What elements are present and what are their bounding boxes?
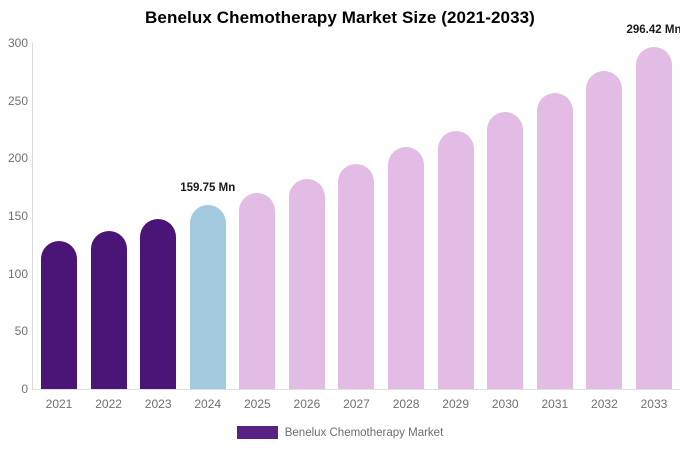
y-axis-line — [32, 43, 33, 390]
annotation-2024: 159.75 Mn — [180, 181, 236, 194]
x-label-2031: 2031 — [541, 397, 569, 411]
bar-2023[interactable] — [140, 218, 177, 389]
bar-2027[interactable] — [338, 164, 375, 389]
x-label-2029: 2029 — [442, 397, 469, 411]
x-label-2025: 2025 — [243, 397, 271, 411]
y-tick-label-100: 100 — [7, 266, 28, 281]
bar-2025[interactable] — [239, 192, 276, 389]
y-tick-label-50: 50 — [14, 324, 28, 339]
bar-2030[interactable] — [487, 112, 524, 389]
bar-2032[interactable] — [586, 71, 623, 389]
x-label-2033: 2033 — [640, 397, 668, 411]
legend-swatch — [236, 426, 278, 439]
bar-2021[interactable] — [41, 241, 77, 389]
bar-2033[interactable] — [635, 47, 672, 389]
annotation-2033: 296.42 Mn — [626, 24, 680, 37]
x-label-2032: 2032 — [591, 397, 618, 411]
y-tick-label-0: 0 — [21, 382, 28, 396]
bar-2031[interactable] — [536, 92, 573, 389]
y-tick-label-300: 300 — [7, 36, 28, 50]
bar-2024[interactable] — [189, 204, 226, 389]
y-tick-label-200: 200 — [7, 151, 28, 166]
x-label-2022: 2022 — [95, 397, 122, 411]
x-label-2024: 2024 — [194, 397, 222, 411]
legend[interactable]: Benelux Chemotherapy Market — [0, 426, 680, 439]
y-tick-label-150: 150 — [7, 209, 28, 223]
bar-2028[interactable] — [388, 147, 425, 389]
legend-label: Benelux Chemotherapy Market — [284, 426, 444, 439]
x-label-2028: 2028 — [392, 397, 420, 411]
x-label-2030: 2030 — [491, 397, 519, 411]
x-label-2023: 2023 — [144, 397, 172, 411]
bar-2022[interactable] — [90, 230, 127, 389]
x-label-2026: 2026 — [293, 397, 321, 411]
x-axis-line — [32, 389, 680, 390]
chart-title: Benelux Chemotherapy Market Size (2021-2… — [145, 8, 535, 27]
y-tick-label-250: 250 — [7, 93, 28, 108]
bar-2026[interactable] — [288, 179, 325, 389]
x-label-2021: 2021 — [45, 397, 73, 411]
bar-2029[interactable] — [437, 130, 474, 389]
x-label-2027: 2027 — [343, 397, 370, 411]
